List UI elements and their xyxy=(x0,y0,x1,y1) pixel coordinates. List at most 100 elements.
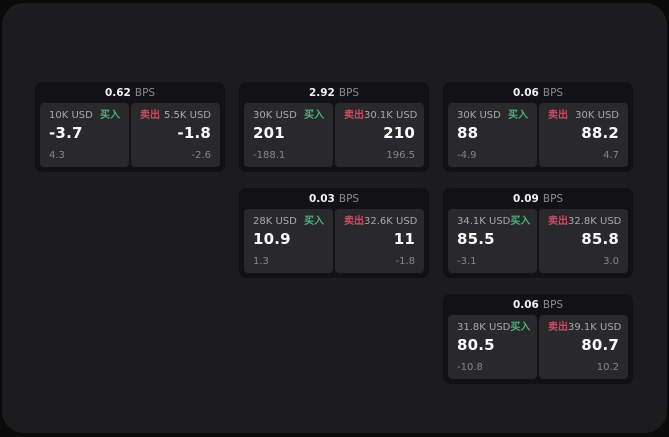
buy-price: 85.5 xyxy=(457,229,495,248)
buy-panel-top: 28K USD 买入 xyxy=(253,216,324,228)
buy-amount: 10K USD xyxy=(49,110,93,121)
quote-card: 0.62 BPS 10K USD 买入 -3.7 4.3 卖出 5.5K USD xyxy=(35,82,225,172)
sell-side-label: 卖出 xyxy=(344,110,364,121)
bps-unit-label: BPS xyxy=(338,192,360,205)
sell-change: 3.0 xyxy=(603,256,619,267)
sell-panel[interactable]: 卖出 5.5K USD -1.8 -2.6 xyxy=(131,103,220,167)
sell-amount: 32.6K USD xyxy=(364,216,418,227)
bps-value: 0.06 xyxy=(512,298,539,311)
sell-panel[interactable]: 卖出 30K USD 88.2 4.7 xyxy=(539,103,628,167)
buy-sell-panels: 34.1K USD 买入 85.5 -3.1 卖出 32.8K USD 85.8… xyxy=(448,209,628,273)
sell-side-label: 卖出 xyxy=(548,110,568,121)
sell-panel[interactable]: 卖出 32.6K USD 11 -1.8 xyxy=(335,209,424,273)
buy-sell-panels: 30K USD 买入 88 -4.9 卖出 30K USD 88.2 4.7 xyxy=(448,103,628,167)
sell-amount: 39.1K USD xyxy=(568,322,622,333)
sell-amount: 5.5K USD xyxy=(163,110,211,121)
buy-side-label: 买入 xyxy=(510,322,531,333)
buy-side-label: 买入 xyxy=(304,216,324,227)
card-header: 0.03 BPS xyxy=(239,188,429,209)
card-header: 2.92 BPS xyxy=(239,82,429,103)
buy-side-label: 买入 xyxy=(100,110,120,121)
buy-change: 4.3 xyxy=(49,150,65,161)
card-header: 0.06 BPS xyxy=(443,82,633,103)
buy-price: 88 xyxy=(457,123,479,142)
sell-panel[interactable]: 卖出 39.1K USD 80.7 10.2 xyxy=(539,315,628,379)
sell-panel[interactable]: 卖出 30.1K USD 210 196.5 xyxy=(335,103,424,167)
sell-change: 10.2 xyxy=(596,362,619,373)
buy-panel[interactable]: 34.1K USD 买入 85.5 -3.1 xyxy=(448,209,537,273)
buy-price: 80.5 xyxy=(457,335,495,354)
sell-price: -1.8 xyxy=(177,123,211,142)
buy-panel[interactable]: 10K USD 买入 -3.7 4.3 xyxy=(40,103,129,167)
sell-panel-top: 卖出 30K USD xyxy=(548,110,619,122)
quote-card: 0.06 BPS 31.8K USD 买入 80.5 -10.8 卖出 39.1… xyxy=(443,294,633,384)
buy-side-label: 买入 xyxy=(508,110,528,121)
card-header: 0.62 BPS xyxy=(35,82,225,103)
quote-card: 0.06 BPS 30K USD 买入 88 -4.9 卖出 30K USD xyxy=(443,82,633,172)
buy-panel[interactable]: 31.8K USD 买入 80.5 -10.8 xyxy=(448,315,537,379)
sell-change: 4.7 xyxy=(603,150,619,161)
sell-price: 85.8 xyxy=(581,229,619,248)
bps-value: 0.09 xyxy=(512,192,539,205)
buy-panel-top: 30K USD 买入 xyxy=(253,110,324,122)
quote-card: 0.03 BPS 28K USD 买入 10.9 1.3 卖出 32.6K US… xyxy=(239,188,429,278)
app-canvas: 0.62 BPS 10K USD 买入 -3.7 4.3 卖出 5.5K USD xyxy=(2,3,667,433)
card-header: 0.06 BPS xyxy=(443,294,633,315)
buy-change: 1.3 xyxy=(253,256,269,267)
buy-price: 10.9 xyxy=(253,229,291,248)
bps-unit-label: BPS xyxy=(338,86,360,99)
quotes-grid: 0.62 BPS 10K USD 买入 -3.7 4.3 卖出 5.5K USD xyxy=(35,82,633,384)
buy-panel[interactable]: 30K USD 买入 88 -4.9 xyxy=(448,103,537,167)
buy-amount: 34.1K USD xyxy=(457,216,511,227)
buy-panel-top: 34.1K USD 买入 xyxy=(457,216,531,228)
buy-sell-panels: 31.8K USD 买入 80.5 -10.8 卖出 39.1K USD 80.… xyxy=(448,315,628,379)
bps-unit-label: BPS xyxy=(542,298,564,311)
bps-unit-label: BPS xyxy=(542,86,564,99)
bps-value: 0.06 xyxy=(512,86,539,99)
buy-amount: 31.8K USD xyxy=(457,322,511,333)
buy-panel[interactable]: 28K USD 买入 10.9 1.3 xyxy=(244,209,333,273)
sell-change: -1.8 xyxy=(395,256,415,267)
buy-change: -3.1 xyxy=(457,256,477,267)
sell-panel[interactable]: 卖出 32.8K USD 85.8 3.0 xyxy=(539,209,628,273)
quote-card: 0.09 BPS 34.1K USD 买入 85.5 -3.1 卖出 32.8K… xyxy=(443,188,633,278)
buy-panel-top: 31.8K USD 买入 xyxy=(457,322,531,334)
buy-amount: 30K USD xyxy=(457,110,501,121)
sell-amount: 30K USD xyxy=(575,110,619,121)
buy-side-label: 买入 xyxy=(304,110,324,121)
sell-panel-top: 卖出 5.5K USD xyxy=(140,110,211,122)
sell-panel-top: 卖出 32.6K USD xyxy=(344,216,418,228)
bps-unit-label: BPS xyxy=(542,192,564,205)
sell-change: -2.6 xyxy=(191,150,211,161)
card-header: 0.09 BPS xyxy=(443,188,633,209)
buy-panel-top: 30K USD 买入 xyxy=(457,110,528,122)
sell-price: 80.7 xyxy=(581,335,619,354)
sell-panel-top: 卖出 32.8K USD xyxy=(548,216,622,228)
sell-change: 196.5 xyxy=(386,150,415,161)
buy-panel-top: 10K USD 买入 xyxy=(49,110,120,122)
buy-sell-panels: 30K USD 买入 201 -188.1 卖出 30.1K USD 210 1… xyxy=(244,103,424,167)
buy-sell-panels: 10K USD 买入 -3.7 4.3 卖出 5.5K USD -1.8 -2.… xyxy=(40,103,220,167)
bps-value: 0.62 xyxy=(104,86,131,99)
buy-amount: 28K USD xyxy=(253,216,297,227)
bps-unit-label: BPS xyxy=(134,86,156,99)
sell-price: 11 xyxy=(393,229,415,248)
bps-value: 2.92 xyxy=(308,86,335,99)
sell-panel-top: 卖出 39.1K USD xyxy=(548,322,622,334)
sell-side-label: 卖出 xyxy=(548,216,568,227)
sell-amount: 32.8K USD xyxy=(568,216,622,227)
sell-amount: 30.1K USD xyxy=(364,110,418,121)
sell-price: 210 xyxy=(383,123,415,142)
buy-change: -10.8 xyxy=(457,362,483,373)
sell-side-label: 卖出 xyxy=(344,216,364,227)
sell-panel-top: 卖出 30.1K USD xyxy=(344,110,418,122)
buy-sell-panels: 28K USD 买入 10.9 1.3 卖出 32.6K USD 11 -1.8 xyxy=(244,209,424,273)
buy-panel[interactable]: 30K USD 买入 201 -188.1 xyxy=(244,103,333,167)
buy-side-label: 买入 xyxy=(510,216,531,227)
buy-change: -188.1 xyxy=(253,150,286,161)
buy-price: -3.7 xyxy=(49,123,83,142)
buy-amount: 30K USD xyxy=(253,110,297,121)
quote-card: 2.92 BPS 30K USD 买入 201 -188.1 卖出 30.1K … xyxy=(239,82,429,172)
sell-side-label: 卖出 xyxy=(548,322,568,333)
sell-side-label: 卖出 xyxy=(140,110,160,121)
